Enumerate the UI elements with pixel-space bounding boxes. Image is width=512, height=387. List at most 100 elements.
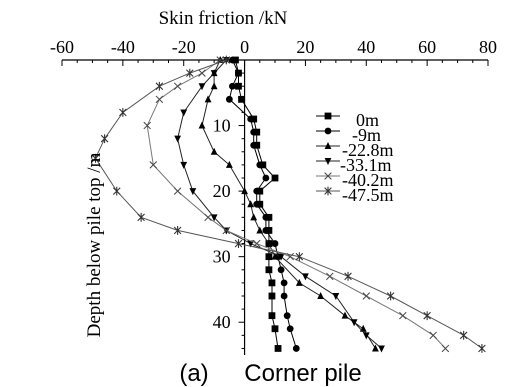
data-point	[399, 311, 407, 320]
x-tick-label: 60	[418, 37, 436, 57]
x-tick-label: -60	[50, 37, 74, 57]
data-point	[112, 186, 121, 196]
series-line	[201, 59, 376, 349]
data-point	[423, 311, 431, 321]
data-point	[247, 200, 255, 208]
x-tick-label: 20	[296, 37, 314, 57]
data-point	[286, 325, 294, 333]
series-layer	[91, 55, 486, 353]
data-point	[265, 253, 273, 261]
data-point	[332, 293, 340, 300]
x-tick-label: 80	[479, 37, 497, 57]
data-point	[280, 292, 288, 300]
series-line	[146, 59, 446, 349]
data-point	[119, 108, 127, 117]
panel-label: (a)	[179, 360, 208, 387]
x-tick-label: 0	[240, 37, 249, 57]
data-point	[241, 187, 248, 195]
data-point	[180, 161, 188, 169]
data-point	[362, 332, 370, 340]
data-point	[253, 187, 261, 195]
legend-marker	[324, 127, 332, 135]
data-point	[250, 128, 258, 136]
data-point	[173, 82, 182, 90]
data-point	[359, 324, 367, 332]
series-5	[91, 55, 486, 353]
data-point	[238, 95, 245, 103]
y-tick-label: 40	[213, 312, 231, 332]
data-point	[100, 134, 109, 144]
data-point	[326, 272, 334, 281]
data-point	[204, 95, 212, 103]
legend-marker	[324, 186, 332, 196]
data-point	[262, 213, 270, 221]
data-point	[210, 70, 218, 78]
data-point	[137, 212, 145, 222]
data-point	[256, 161, 264, 169]
legend-label: -33.1m	[340, 155, 392, 175]
data-point	[344, 271, 352, 281]
data-point	[283, 312, 291, 320]
data-point	[222, 226, 231, 235]
data-point	[265, 266, 273, 274]
data-point	[91, 153, 100, 163]
x-tick-label: 40	[357, 37, 375, 57]
data-point	[280, 279, 288, 287]
data-point	[198, 83, 206, 91]
data-point	[362, 292, 371, 300]
data-point	[350, 319, 358, 327]
y-tick-label: 20	[213, 181, 231, 201]
data-point	[386, 291, 395, 301]
data-point	[229, 82, 236, 90]
data-point	[429, 331, 437, 340]
data-point	[210, 82, 218, 90]
series-line	[177, 59, 382, 349]
legend-marker	[324, 142, 332, 149]
axes: -60 -40 -20 0 20 40 60 80 10 20 30 40	[50, 37, 497, 355]
data-point	[155, 81, 164, 91]
legend-entry: 0m	[316, 110, 379, 130]
series-1	[225, 56, 300, 352]
data-point	[268, 312, 276, 320]
data-point	[252, 239, 261, 248]
data-point	[295, 252, 304, 262]
legend-entry: -22.8m	[316, 140, 394, 160]
data-point	[186, 68, 194, 78]
data-point	[143, 121, 151, 130]
data-point	[216, 56, 224, 64]
data-point	[174, 135, 182, 143]
data-point	[173, 226, 182, 235]
data-point	[302, 273, 309, 281]
data-point	[225, 95, 233, 103]
data-point	[210, 147, 218, 155]
data-point	[210, 214, 218, 222]
data-point	[441, 344, 450, 353]
data-point	[378, 345, 385, 353]
data-point	[341, 311, 349, 319]
legend-label: -47.5m	[342, 185, 394, 205]
y-tick-label: 10	[213, 116, 231, 136]
data-point	[247, 115, 255, 123]
data-point	[459, 330, 468, 340]
data-point	[204, 213, 212, 222]
data-point	[235, 82, 242, 90]
data-point	[372, 344, 379, 352]
legend-entry: -9m	[316, 125, 381, 145]
data-point	[277, 253, 285, 261]
data-point	[198, 69, 206, 77]
legend-label: -40.2m	[342, 170, 394, 190]
data-point	[253, 200, 261, 208]
legend-label: -9m	[352, 125, 381, 145]
data-point	[149, 161, 158, 169]
data-point	[222, 55, 231, 65]
caption: Corner pile	[244, 360, 361, 387]
legend-entry: -33.1m	[316, 155, 392, 175]
legend-entry: -40.2m	[316, 170, 394, 190]
data-point	[295, 278, 303, 286]
legend-label: 0m	[356, 110, 379, 130]
data-point	[234, 239, 243, 248]
data-point	[247, 240, 255, 248]
data-point	[250, 213, 258, 221]
data-point	[235, 69, 242, 77]
